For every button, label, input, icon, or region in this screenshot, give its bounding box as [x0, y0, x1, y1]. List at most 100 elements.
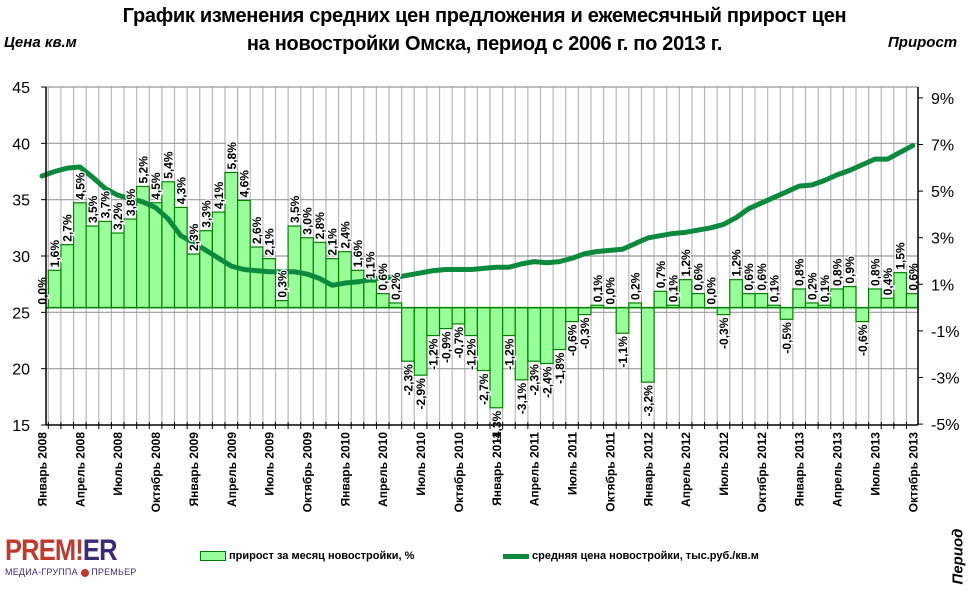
left-tick-label: 30: [12, 249, 30, 266]
bar-data-label: 1,1%: [364, 251, 378, 279]
bar: [237, 199, 251, 309]
bar-data-label: 1,2%: [730, 249, 744, 277]
bar-data-label: 0,2%: [805, 272, 819, 300]
bar: [640, 307, 655, 383]
x-tick-label: Октябрь 2013: [906, 432, 920, 513]
bar-data-label: 0,6%: [755, 263, 769, 291]
bar-data-label: 0,2%: [629, 272, 643, 300]
x-tick-label: Июль 2011: [566, 432, 580, 495]
left-axis-title: Цена кв.м: [4, 34, 77, 51]
bar: [72, 202, 87, 309]
bar: [476, 307, 491, 372]
bar-data-label: -2,7%: [477, 373, 491, 405]
bar-data-label: 0,3%: [275, 270, 289, 298]
bar-data-label: 5,4%: [162, 151, 176, 179]
x-tick-label: Январь 2011: [490, 432, 504, 506]
bar: [148, 202, 163, 309]
bar: [287, 225, 302, 309]
bar: [199, 230, 213, 309]
bar: [274, 300, 289, 309]
bar: [350, 269, 365, 309]
left-tick-label: 20: [12, 362, 30, 379]
right-tick-label: -3%: [931, 371, 959, 388]
right-tick-label: 3%: [931, 231, 954, 248]
bar: [729, 279, 744, 309]
x-tick-label: Январь 2009: [187, 432, 201, 507]
bar: [186, 253, 201, 309]
right-tick-label: 1%: [931, 277, 954, 294]
bar: [842, 286, 857, 309]
right-tick-label: 5%: [931, 184, 954, 201]
bar: [451, 307, 466, 325]
x-tick-label: Апрель 2010: [376, 432, 390, 507]
bar-data-label: -0,6%: [856, 324, 870, 356]
bar-data-label: 5,2%: [136, 156, 150, 184]
left-tick-label: 45: [12, 80, 30, 97]
bar-data-label: 2,7%: [61, 214, 75, 242]
x-tick-label: Апрель 2009: [225, 432, 239, 507]
bar-data-label: 0,6%: [692, 263, 706, 291]
bar-data-label: -1,1%: [616, 336, 630, 368]
x-tick-label: Июль 2009: [263, 432, 277, 496]
bar-data-label: 0,1%: [818, 275, 832, 303]
bar-data-label: 3,5%: [86, 195, 100, 223]
bar-data-label: 3,3%: [200, 200, 214, 228]
bar-data-label: 1,2%: [679, 249, 693, 277]
legend-bar-swatch: [200, 551, 226, 561]
bar: [224, 171, 239, 309]
premier-logo: PREM!ER МЕДИА-ГРУППА ПРЕМЬЕР: [5, 534, 137, 578]
bar-data-label: -2,4%: [540, 366, 554, 398]
bar: [85, 225, 100, 309]
bar-data-label: 0,6%: [376, 263, 390, 291]
x-tick-label: Октябрь 2009: [301, 432, 315, 513]
bar-data-label: 2,4%: [338, 221, 352, 249]
right-tick-label: -1%: [931, 324, 959, 341]
x-tick-label: Октябрь 2010: [452, 432, 466, 513]
legend-label-price: средняя цена новостройки, тыс.руб./кв.м: [532, 550, 759, 562]
x-tick-label: Июль 2012: [717, 432, 731, 496]
bar: [615, 307, 630, 334]
bar: [653, 290, 668, 309]
bar: [413, 307, 428, 376]
x-tick-label: Январь 2013: [793, 432, 807, 507]
bar: [905, 293, 918, 309]
bar: [98, 220, 113, 309]
bar-data-label: 0,6%: [742, 263, 756, 291]
x-tick-label: Июль 2010: [414, 432, 428, 496]
bar: [716, 307, 731, 316]
bar-data-label: 0,7%: [654, 261, 668, 289]
bar-data-label: 0,8%: [793, 258, 807, 286]
bar-data-label: 3,7%: [99, 191, 113, 219]
bar-data-label: 0,0%: [36, 277, 50, 305]
bar-data-label: 0,4%: [881, 268, 895, 296]
bar-data-label: 4,6%: [237, 170, 251, 198]
bar-data-label: 1,5%: [894, 242, 908, 270]
bar-data-label: 3,0%: [301, 207, 315, 235]
x-tick-label: Январь 2012: [641, 432, 655, 507]
bar: [60, 244, 75, 309]
bar-data-label: 0,1%: [767, 275, 781, 303]
bar-data-label: -4,3%: [490, 410, 504, 442]
right-axis-title: Прирост: [888, 34, 958, 51]
bar: [262, 258, 277, 309]
bar-data-label: -2,3%: [401, 364, 415, 396]
price-line: [39, 143, 916, 288]
bar: [880, 297, 895, 309]
chart-title-line-2: на новостройки Омска, период с 2006 г. п…: [246, 33, 723, 55]
bar: [464, 307, 478, 337]
x-tick-label: Июль 2008: [111, 432, 125, 496]
bar: [779, 307, 794, 320]
bar-data-label: -1,8%: [553, 352, 567, 384]
left-tick-label: 25: [12, 305, 30, 322]
bar-data-label: -2,9%: [414, 378, 428, 410]
bar: [792, 288, 807, 309]
x-tick-label: Апрель 2011: [528, 432, 542, 507]
bar: [678, 279, 693, 309]
bar-data-label: 2,6%: [250, 216, 264, 244]
right-tick-label: 9%: [931, 91, 954, 108]
x-tick-label: Октябрь 2011: [603, 432, 617, 512]
bar: [741, 293, 756, 309]
bar-data-label: 4,1%: [212, 181, 226, 209]
bar: [337, 251, 352, 309]
